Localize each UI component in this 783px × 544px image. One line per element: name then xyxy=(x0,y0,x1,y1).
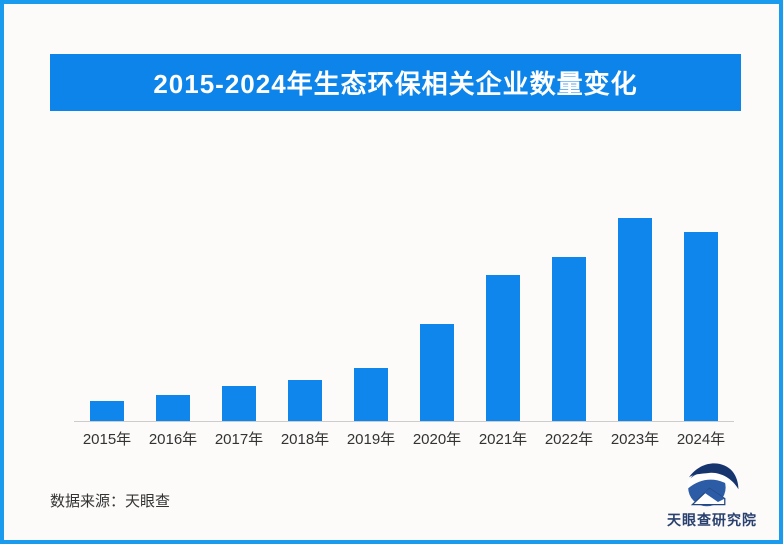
x-tick-label: 2023年 xyxy=(610,431,660,448)
x-tick-label: 2022年 xyxy=(544,431,594,448)
bar-2022年 xyxy=(552,257,586,421)
x-tick-label: 2018年 xyxy=(280,431,330,448)
x-axis-labels: 2015年 2016年 2017年 2018年 2019年 2020年 2021年 2022年… xyxy=(74,428,734,450)
x-tick-label: 2021年 xyxy=(478,431,528,448)
bar-column xyxy=(140,191,206,421)
brand-logo-block: 天眼查研究院 xyxy=(652,462,772,530)
x-tick-label: 2017年 xyxy=(214,431,264,448)
bar-2024年 xyxy=(684,232,718,421)
tianyancha-logo-icon xyxy=(687,463,739,507)
title-banner: 2015-2024年生态环保相关企业数量变化 xyxy=(50,54,741,111)
x-tick-label: 2015年 xyxy=(82,431,132,448)
bar-2020年 xyxy=(420,324,454,421)
bar-column xyxy=(536,191,602,421)
bar-column xyxy=(272,191,338,421)
brand-name: 天眼查研究院 xyxy=(667,512,757,528)
x-tick-label: 2024年 xyxy=(676,431,726,448)
bar-2017年 xyxy=(222,386,256,421)
bar-2019年 xyxy=(354,368,388,421)
plot-area xyxy=(74,191,734,422)
bar-column xyxy=(602,191,668,421)
x-tick-label: 2020年 xyxy=(412,431,462,448)
x-tick-label: 2016年 xyxy=(148,431,198,448)
bar-2018年 xyxy=(288,380,322,421)
bar-2016年 xyxy=(156,395,190,421)
bar-column xyxy=(404,191,470,421)
bar-column xyxy=(206,191,272,421)
chart-title: 2015-2024年生态环保相关企业数量变化 xyxy=(153,69,638,99)
bar-column xyxy=(74,191,140,421)
bar-column xyxy=(470,191,536,421)
bar-2023年 xyxy=(618,218,652,421)
bar-2021年 xyxy=(486,275,520,421)
bar-2015年 xyxy=(90,401,124,421)
bar-column xyxy=(668,191,734,421)
bar-column xyxy=(338,191,404,421)
data-source-label: 数据来源：天眼查 xyxy=(50,493,171,510)
x-tick-label: 2019年 xyxy=(346,431,396,448)
